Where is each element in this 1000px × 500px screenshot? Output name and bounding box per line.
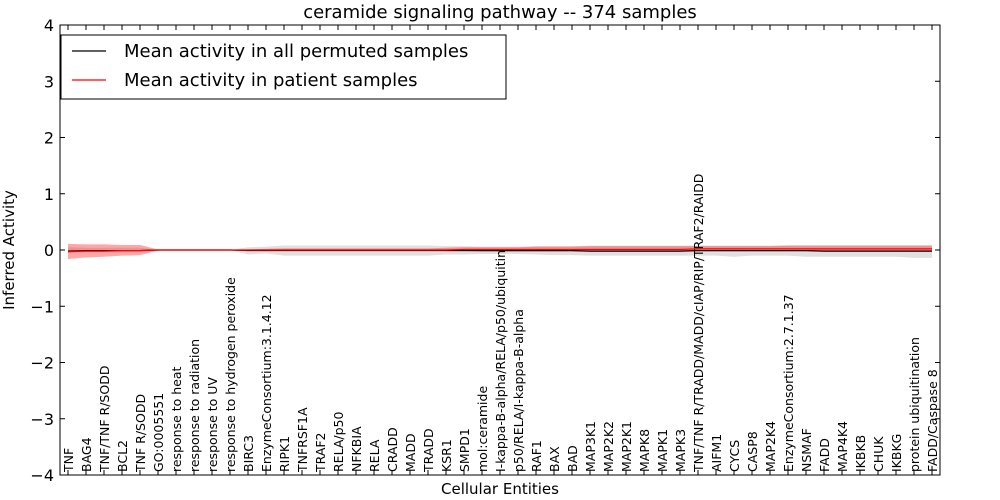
x-tick-label: BAD [565, 445, 580, 472]
x-tick-label: response to radiation [187, 339, 202, 472]
x-tick-label: TNF/TNF R/TRADD/MADD/cIAP/RIP/TRAF2/RAID… [691, 174, 706, 473]
x-tick-label: RELA [367, 439, 382, 472]
x-tick-label: EnzymeConsortium:3.1.4.12 [259, 294, 274, 472]
x-tick-label: NSMAF [799, 428, 814, 472]
x-tick-label: protein ubiquitination [907, 337, 922, 472]
y-tick-label: 4 [44, 16, 54, 35]
x-tick-label: TRADD [421, 428, 436, 473]
x-tick-label: RIPK1 [277, 436, 292, 472]
x-tick-label: I-kappa-B-alpha/RELA/p50/ubiquitin [493, 250, 508, 472]
y-axis: 4 3 2 1 0 −1 −2 −3 −4 [30, 16, 940, 485]
x-tick-label: MAP2K2 [601, 421, 616, 472]
legend-box [60, 34, 507, 100]
x-tick-label: MADD [403, 433, 418, 472]
x-tick-label: response to UV [205, 377, 220, 472]
x-tick-label: FADD [817, 438, 832, 472]
x-tick-label: FADD/Caspase 8 [925, 369, 940, 472]
y-tick-label: 1 [44, 185, 54, 204]
y-tick-label: 3 [44, 72, 54, 91]
x-tick-label: MAPK1 [655, 429, 670, 472]
x-tick-label: IKBKB [853, 435, 868, 472]
x-tick-label: IKBKG [889, 434, 904, 472]
x-tick-label: MAP3K1 [583, 421, 598, 472]
x-axis-label: Cellular Entities [441, 480, 559, 498]
series-lines [67, 248, 932, 253]
x-tick-label: TNFRSF1A [295, 407, 310, 473]
x-tick-label: RAF1 [529, 440, 544, 472]
patient-mean-line [67, 248, 932, 253]
x-tick-label: MAP4K4 [835, 421, 850, 472]
x-tick-label: CHUK [871, 436, 886, 472]
x-tick-label: SMPD1 [457, 428, 472, 472]
x-tick-label: CASP8 [745, 431, 760, 472]
x-tick-label: EnzymeConsortium:2.7.1.37 [781, 294, 796, 472]
y-tick-label: 2 [44, 129, 54, 148]
y-tick-label: −2 [30, 354, 54, 373]
legend-label-permuted: Mean activity in all permuted samples [124, 41, 468, 62]
x-tick-label: TNF [61, 448, 76, 473]
x-tick-label: response to hydrogen peroxide [223, 277, 238, 472]
y-tick-label: 0 [44, 241, 54, 260]
legend: Mean activity in all permuted samples Me… [60, 34, 507, 100]
chart-title: ceramide signaling pathway -- 374 sample… [303, 2, 697, 23]
y-tick-label: −3 [30, 410, 54, 429]
plot-border [59, 24, 941, 476]
x-tick-label: TNF R/SODD [133, 394, 148, 473]
x-tick-label: MAP2K4 [763, 421, 778, 472]
x-tick-label: BIRC3 [241, 435, 256, 472]
x-tick-label: RELA/p50 [331, 412, 346, 472]
x-tick-label: BCL2 [115, 440, 130, 472]
x-tick-label: KSR1 [439, 439, 454, 472]
x-axis: TNF BAG4 TNF/TNF R/SODD BCL2 TNF R/SODD GO:00… [61, 25, 940, 475]
x-tick-label: p50/RELA/I-kappa-B-alpha [511, 309, 526, 472]
x-tick-label: AIFM1 [709, 434, 724, 472]
x-tick-label: CYCS [727, 440, 742, 472]
x-tick-label: mol:ceramide [475, 386, 490, 472]
x-tick-label: NFKBIA [349, 426, 364, 472]
x-tick-label: response to heat [169, 366, 184, 472]
legend-label-patient: Mean activity in patient samples [124, 70, 418, 91]
x-tick-label: TNF/TNF R/SODD [97, 366, 112, 473]
x-tick-label: MAPK8 [637, 429, 652, 472]
y-tick-label: −1 [30, 297, 54, 316]
x-tick-label: BAG4 [79, 437, 94, 472]
x-tick-label: MAP2K1 [619, 421, 634, 472]
x-tick-label: CRADD [385, 427, 400, 472]
x-tick-label: TRAF2 [313, 432, 328, 473]
y-axis-label: Inferred Activity [0, 190, 18, 310]
x-tick-label: BAX [547, 446, 562, 472]
patient-band [68, 243, 932, 259]
x-tick-label: MAPK3 [673, 429, 688, 472]
y-tick-label: −4 [30, 466, 54, 485]
x-tick-label: GO:0005551 [151, 393, 166, 472]
